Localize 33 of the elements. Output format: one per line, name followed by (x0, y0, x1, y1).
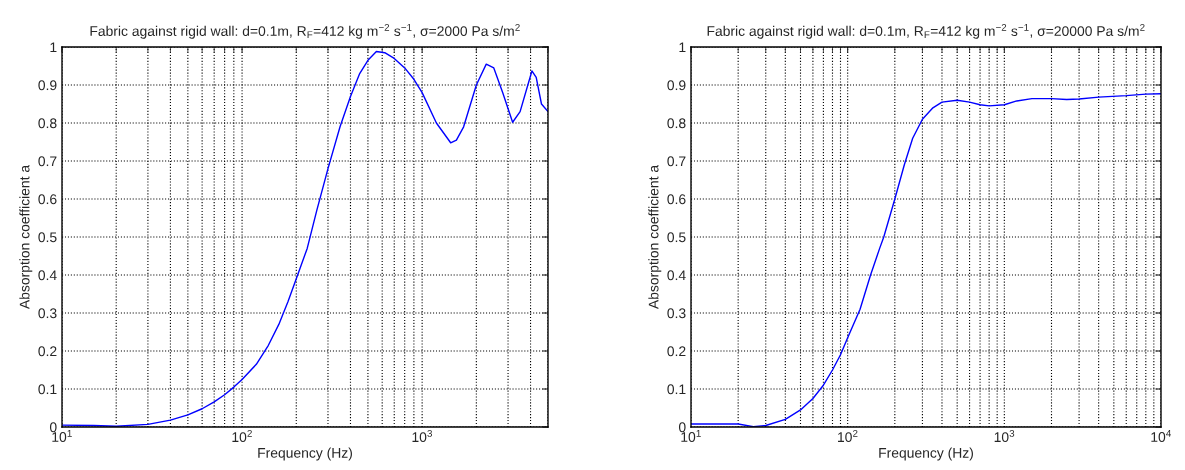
y-tick-label: 0.1 (667, 384, 686, 395)
y-tick-label: 0.7 (38, 156, 57, 167)
chart-title: Fabric against rigid wall: d=0.1m, R$_{F}$=412 kg m$^{−2}$ s$^{−1}$, σ=2000 Pa s/m$^{2}$ (90, 23, 520, 39)
y-tick-label: 0.5 (667, 232, 686, 243)
y-axis-title: Absorption coefficient a (19, 164, 33, 310)
y-tick-label: 0.8 (38, 118, 57, 129)
x-tick-label: 10$^{2}$ (232, 429, 252, 443)
y-tick-label: 0.1 (38, 384, 57, 395)
y-tick-label: 0.9 (667, 80, 686, 91)
x-tick-label: 10$^{3}$ (994, 429, 1015, 443)
x-axis-title: Frequency (Hz) (879, 447, 973, 461)
y-tick-label: 1 (50, 42, 57, 53)
y-tick-label: 0.5 (38, 232, 57, 243)
y-tick-label: 0.3 (38, 308, 57, 319)
y-tick-label: 0.6 (38, 194, 57, 205)
x-tick-label: 10$^{3}$ (412, 429, 432, 443)
y-tick-label: 0.4 (667, 270, 686, 281)
y-tick-label: 0 (678, 422, 686, 433)
y-tick-label: 0.9 (38, 80, 57, 91)
y-tick-label: 0.6 (667, 194, 686, 205)
y-tick-label: 0.2 (667, 346, 686, 357)
y-tick-label: 1 (679, 42, 686, 53)
y-tick-label: 0.4 (38, 270, 57, 281)
y-tick-label: 0.2 (38, 346, 57, 357)
y-tick-label: 0.8 (667, 118, 686, 129)
chart-title: Fabric against rigid wall: d=0.1m, R$_{F}$=412 kg m$^{−2}$ s$^{−1}$, σ=20000 Pa s/m$^{2}$ (707, 23, 1145, 39)
y-tick-label: 0.7 (667, 156, 686, 167)
x-axis-title: Frequency (Hz) (258, 447, 352, 461)
y-tick-label: 0 (49, 422, 57, 433)
y-axis-title: Absorption coefficient a (648, 164, 662, 310)
y-tick-label: 0.3 (667, 308, 686, 319)
x-tick-label: 10$^{4}$ (1151, 429, 1172, 442)
x-tick-label: 10$^{2}$ (838, 429, 858, 443)
